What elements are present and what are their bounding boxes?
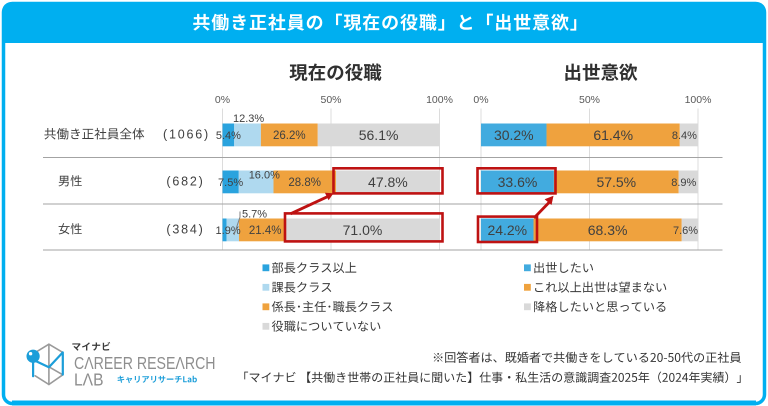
svg-text:8.9%: 8.9% [671,177,696,189]
svg-text:CΛREER RESEΛRCH: CΛREER RESEΛRCH [74,353,216,373]
svg-text:0%: 0% [473,94,488,106]
svg-text:100%: 100% [426,94,453,106]
svg-text:68.3%: 68.3% [588,222,628,238]
svg-text:8.4%: 8.4% [672,130,697,142]
svg-text:7.6%: 7.6% [673,225,698,237]
svg-text:5.7%: 5.7% [242,209,267,221]
svg-text:33.6%: 33.6% [498,174,538,190]
svg-text:61.4%: 61.4% [593,127,633,143]
svg-text:(682): (682) [166,175,204,189]
svg-text:100%: 100% [685,94,712,106]
svg-text:56.1%: 56.1% [359,127,399,143]
svg-text:47.8%: 47.8% [368,174,408,190]
svg-text:26.2%: 26.2% [273,130,306,142]
svg-text:21.4%: 21.4% [249,225,282,237]
svg-text:24.2%: 24.2% [487,222,527,238]
svg-text:(1066): (1066) [163,128,210,142]
svg-text:50%: 50% [579,94,600,106]
svg-text:(384): (384) [166,223,204,237]
svg-text:7.5%: 7.5% [218,177,243,189]
svg-text:5.4%: 5.4% [216,130,241,142]
svg-text:16.0%: 16.0% [249,170,280,182]
svg-text:30.2%: 30.2% [494,127,534,143]
svg-text:50%: 50% [320,94,341,106]
svg-text:0%: 0% [215,94,230,106]
svg-text:LΛB: LΛB [74,370,104,390]
svg-text:12.3%: 12.3% [233,113,264,125]
svg-text:28.8%: 28.8% [288,177,321,189]
svg-text:71.0%: 71.0% [343,222,383,238]
svg-text:57.5%: 57.5% [596,174,636,190]
